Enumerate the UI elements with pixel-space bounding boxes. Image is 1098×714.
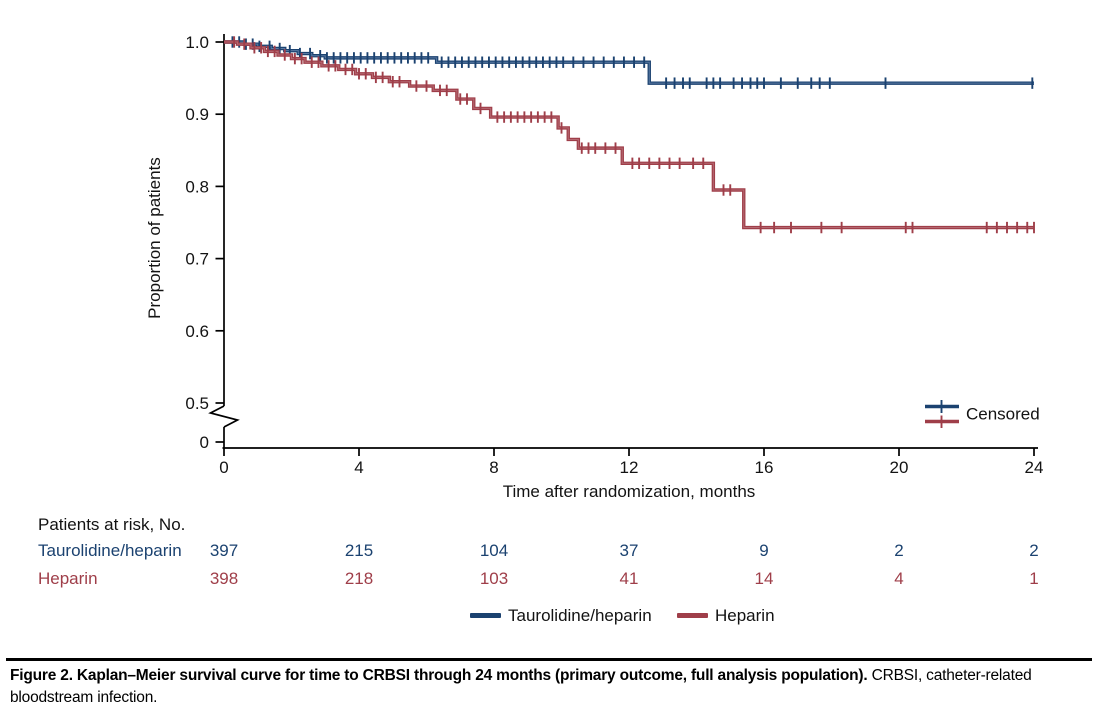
risk-count: 398 bbox=[209, 569, 239, 588]
x-tick-label: 12 bbox=[620, 458, 639, 477]
caption-divider bbox=[6, 658, 1092, 661]
x-tick-label: 20 bbox=[890, 458, 909, 477]
risk-count: 1 bbox=[1029, 569, 1039, 588]
x-tick-label: 0 bbox=[219, 458, 228, 477]
x-tick-label: 8 bbox=[489, 458, 498, 477]
risk-count: 104 bbox=[479, 541, 509, 560]
risk-count: 9 bbox=[759, 541, 769, 560]
y-tick-label: 0.9 bbox=[185, 105, 209, 124]
risk-count: 41 bbox=[619, 569, 639, 588]
risk-table-title: Patients at risk, No. bbox=[38, 515, 186, 534]
y-tick-label: 1.0 bbox=[185, 33, 209, 52]
x-tick-label: 16 bbox=[755, 458, 774, 477]
taurolidine-legend-swatch bbox=[470, 613, 501, 618]
risk-row-label: Taurolidine/heparin bbox=[38, 541, 182, 560]
x-tick-label: 24 bbox=[1025, 458, 1044, 477]
heparin-legend-swatch bbox=[677, 613, 708, 618]
censored-legend-label: Censored bbox=[966, 405, 1040, 424]
caption-bold-text: Figure 2. Kaplan–Meier survival curve fo… bbox=[10, 667, 868, 684]
taurolidine-legend-label: Taurolidine/heparin bbox=[508, 606, 652, 625]
x-axis-title: Time after randomization, months bbox=[503, 482, 756, 501]
risk-count: 37 bbox=[619, 541, 639, 560]
y-tick-label: 0 bbox=[200, 433, 209, 452]
risk-count: 2 bbox=[894, 541, 904, 560]
x-tick-label: 4 bbox=[354, 458, 363, 477]
caption-normal-text: CRBSI, catheter-related bloodstream infe… bbox=[10, 667, 1032, 706]
axes: 1.0 0.9 0.8 0.7 0.6 0.5 00 4 8 12 16 20 24 bbox=[185, 33, 1043, 477]
figure-caption: Figure 2. Kaplan–Meier survival curve fo… bbox=[10, 665, 1088, 709]
axis-break-icon bbox=[208, 405, 240, 428]
km-curve-highlight bbox=[224, 41, 1034, 84]
y-tick-label: 0.5 bbox=[185, 394, 209, 413]
y-tick-label: 0.6 bbox=[185, 322, 209, 341]
risk-count: 4 bbox=[894, 569, 904, 588]
heparin-legend-label: Heparin bbox=[715, 606, 775, 625]
risk-row-taurolidine: Taurolidine/heparin 397 215 104 37 9 2 2 bbox=[0, 541, 1098, 561]
risk-row-label: Heparin bbox=[38, 569, 98, 588]
risk-count: 103 bbox=[479, 569, 509, 588]
risk-row-heparin: Heparin 398 218 103 41 14 4 1 bbox=[0, 569, 1098, 589]
survival-curves bbox=[224, 36, 1035, 234]
censored-legend: Censored bbox=[925, 400, 1040, 428]
km-chart: Proportion of patients Time after random… bbox=[145, 33, 1043, 501]
y-tick-label: 0.7 bbox=[185, 250, 209, 269]
risk-count: 397 bbox=[209, 541, 239, 560]
y-tick-label: 0.8 bbox=[185, 177, 209, 196]
risk-count: 14 bbox=[754, 569, 774, 588]
y-axis-title: Proportion of patients bbox=[145, 157, 164, 319]
risk-count: 2 bbox=[1029, 541, 1039, 560]
risk-count: 215 bbox=[344, 541, 374, 560]
risk-count: 218 bbox=[344, 569, 374, 588]
